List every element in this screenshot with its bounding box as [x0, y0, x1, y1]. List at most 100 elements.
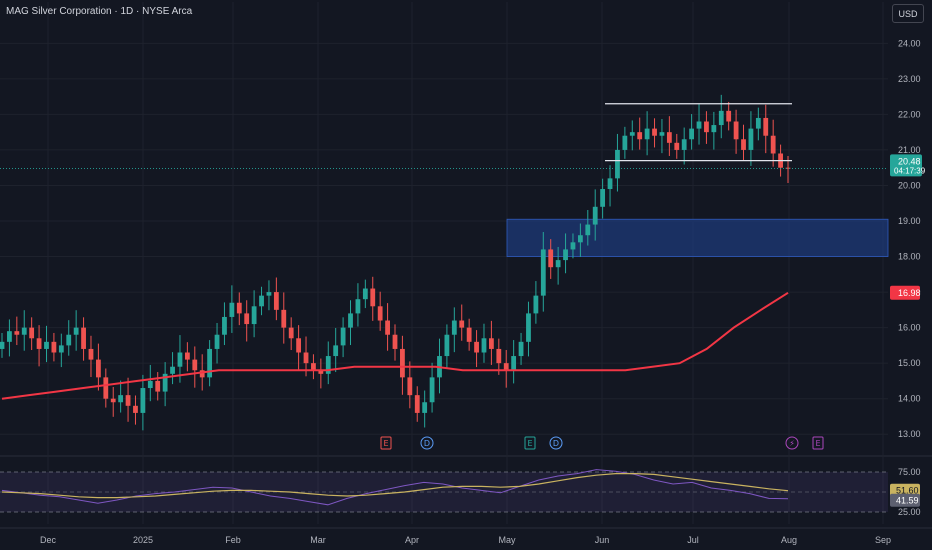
time-axis-label: Aug	[781, 535, 797, 545]
event-marker-icon	[420, 436, 434, 450]
candle-body	[333, 345, 339, 357]
candle-body	[689, 128, 695, 140]
candle-body	[348, 313, 353, 328]
price-axis-label: 22.00	[898, 109, 921, 119]
candle-body	[496, 348, 502, 364]
rsi-value-label: 41.59	[896, 496, 919, 506]
candle-body	[325, 356, 331, 374]
candle-body	[207, 348, 213, 378]
candle-body	[222, 316, 227, 335]
candle-body	[696, 121, 702, 129]
candle-body	[511, 356, 517, 371]
candle-body	[155, 380, 161, 392]
currency-selector[interactable]: USD	[892, 4, 924, 23]
rsi-axis-label: 25.00	[898, 507, 921, 517]
candle-body	[400, 348, 405, 378]
candle-body	[652, 128, 657, 136]
candle-body	[414, 395, 420, 413]
moving-average-line	[1, 291, 789, 400]
candle-body	[236, 302, 242, 314]
price-axis-label: 19.00	[898, 216, 921, 226]
candle-body	[704, 121, 709, 133]
candle-body	[726, 110, 732, 122]
time-axis-label: Jul	[687, 535, 699, 545]
candle-body	[733, 121, 739, 140]
candle-body	[303, 352, 309, 364]
candle-body	[259, 295, 264, 307]
candle-body	[459, 320, 465, 328]
last-price-tag	[890, 154, 922, 177]
candle-body	[362, 288, 368, 300]
price-axis-label: 21.00	[898, 145, 921, 155]
candle-body	[741, 139, 746, 150]
candle-body	[110, 398, 116, 403]
candle-body	[755, 117, 761, 129]
candle-body	[444, 334, 450, 357]
candle-body	[785, 167, 791, 169]
price-axis-label: 13.00	[898, 429, 921, 439]
candle-body	[748, 128, 754, 150]
countdown-label: 04:17:39	[894, 166, 926, 175]
candle-body	[577, 235, 583, 243]
candle-body	[526, 313, 531, 342]
price-axis-label: 23.00	[898, 74, 921, 84]
event-marker-label: ⚡	[789, 439, 795, 448]
event-marker-label: E	[383, 439, 388, 448]
candle-body	[563, 249, 568, 261]
candle-body	[711, 125, 717, 133]
candle-body	[192, 359, 198, 371]
candle-body	[548, 249, 554, 268]
candle-body	[21, 327, 27, 335]
candle-body	[318, 370, 324, 374]
candle-body	[770, 135, 776, 154]
candle-body	[600, 189, 606, 207]
candle-body	[503, 363, 509, 371]
candle-body	[615, 149, 620, 179]
candle-body	[81, 327, 86, 349]
event-marker-icon	[785, 436, 799, 450]
time-axis-label: Jun	[595, 535, 610, 545]
time-axis-label: Sep	[875, 535, 891, 545]
candle-body	[244, 313, 250, 325]
demand-zone-rectangle	[506, 218, 889, 257]
candle-body	[377, 306, 383, 321]
time-axis-label: Feb	[225, 535, 241, 545]
candle-body	[95, 359, 101, 378]
price-axis-label: 14.00	[898, 394, 921, 404]
event-marker-icon	[524, 436, 536, 450]
rsi-axis-label: 75.00	[898, 467, 921, 477]
candle-body	[44, 341, 49, 349]
candle-body	[466, 327, 472, 342]
candle-body	[177, 352, 183, 367]
time-axis-label: May	[498, 535, 516, 545]
candle-body	[273, 292, 279, 310]
candle-body	[407, 377, 413, 396]
candle-body	[622, 135, 628, 150]
candle-body	[674, 142, 680, 150]
candle-body	[422, 402, 428, 413]
candle-body	[666, 132, 672, 143]
rsi-value-tag	[890, 493, 920, 507]
candle-body	[118, 395, 124, 403]
candle-body	[58, 345, 64, 353]
candle-body	[451, 320, 457, 335]
ma-value-label: 16.98	[898, 288, 921, 298]
candle-body	[7, 331, 12, 342]
rsi-ma-line	[1, 473, 789, 499]
candle-body	[429, 377, 435, 403]
candle-body	[103, 377, 109, 399]
candle-body	[392, 334, 398, 349]
candle-body	[36, 338, 42, 349]
price-axis-label: 16.00	[898, 323, 921, 333]
candle-body	[214, 334, 220, 349]
candle-body	[147, 380, 153, 389]
candle-body	[644, 128, 650, 140]
candle-body	[659, 132, 665, 136]
event-marker-label: D	[424, 439, 430, 448]
chart-title: MAG Silver Corporation · 1D · NYSE Arca	[6, 6, 193, 17]
candle-body	[570, 242, 576, 250]
candle-body	[170, 366, 175, 374]
candle-body	[51, 341, 57, 353]
price-axis-label: 18.00	[898, 252, 921, 262]
